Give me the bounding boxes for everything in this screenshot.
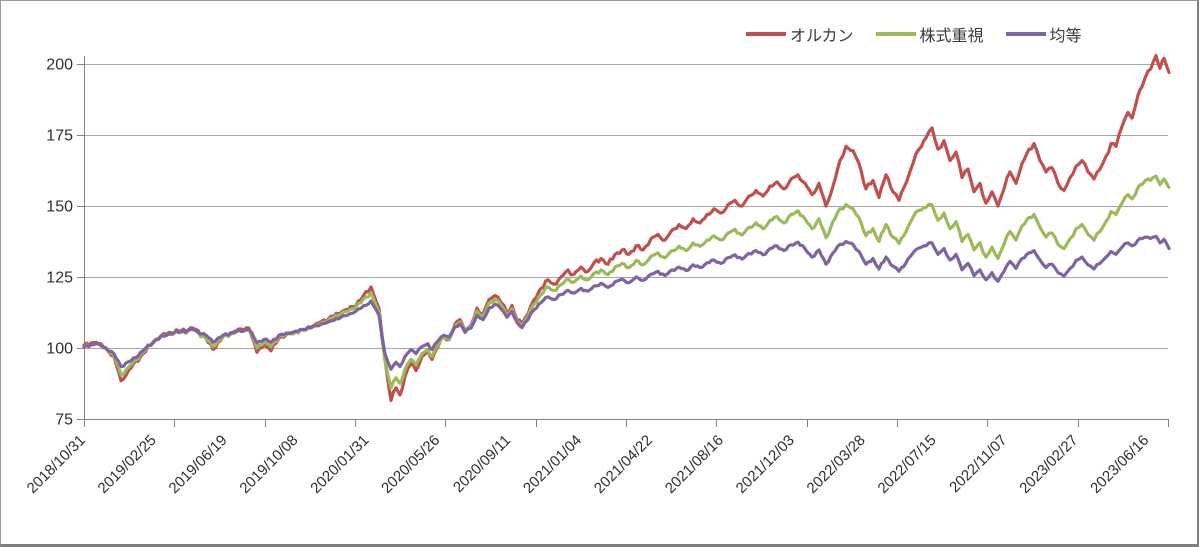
legend-label: 株式重視	[919, 28, 984, 45]
legend-label: オルカン	[790, 28, 854, 45]
y-axis-label: 75	[55, 412, 73, 429]
legend-item: オルカン	[746, 22, 854, 46]
x-axis-label: 2019/06/19	[166, 432, 231, 497]
legend: オルカン 株式重視 均等	[746, 22, 1082, 46]
x-axis-label: 2020/05/26	[378, 432, 443, 497]
x-axis-label: 2019/02/25	[95, 432, 160, 497]
y-axis-label: 175	[46, 128, 73, 145]
x-axis-label: 2023/02/27	[1016, 432, 1081, 497]
legend-label: 均等	[1049, 28, 1082, 45]
x-axis-label: 2023/06/16	[1087, 432, 1152, 497]
y-axis-label: 125	[46, 270, 73, 287]
legend-item: 株式重視	[875, 22, 984, 46]
series-line-3	[82, 234, 1171, 371]
series-line-2	[82, 174, 1171, 390]
x-axis-label: 2018/10/31	[24, 432, 89, 497]
x-axis-label: 2022/07/15	[875, 432, 940, 497]
y-axis-label: 100	[46, 341, 73, 358]
x-axis-label: 2021/04/22	[591, 432, 656, 497]
y-axis-label: 150	[46, 199, 73, 216]
x-axis-label: 2021/01/04	[520, 432, 585, 497]
x-axis-label: 2020/01/31	[307, 432, 372, 497]
x-axis-label: 2019/10/08	[236, 432, 301, 497]
x-axis-label: 2022/11/07	[946, 432, 1010, 496]
y-axis-label: 200	[46, 57, 73, 74]
x-axis-label: 2021/12/03	[733, 432, 798, 497]
x-axis-label: 2021/08/16	[662, 432, 727, 497]
legend-line-swatch	[746, 32, 786, 36]
series-line-1	[82, 53, 1171, 403]
legend-item: 均等	[1005, 22, 1082, 46]
legend-line-swatch	[875, 32, 916, 36]
x-axis-label: 2022/03/28	[804, 432, 869, 497]
x-axis-label: 2020/09/11	[450, 432, 514, 496]
legend-line-swatch	[1005, 32, 1046, 36]
